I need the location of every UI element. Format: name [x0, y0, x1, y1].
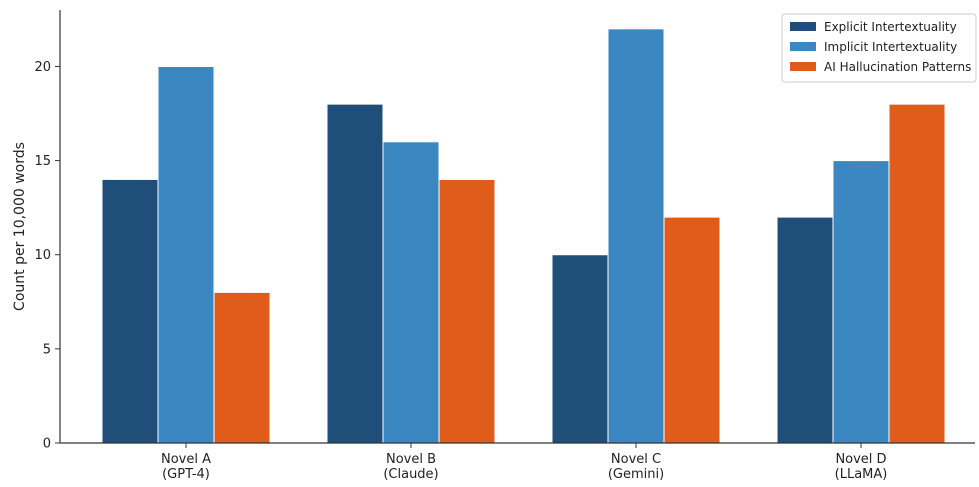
bar-1-series-3 [213, 291, 271, 444]
y-tick-label: 5 [43, 342, 51, 357]
bar-3-series-3 [663, 216, 721, 444]
y-tick-label: 15 [34, 154, 51, 169]
legend-label: Implicit Intertextuality [824, 40, 957, 54]
bar-4-series-3 [888, 103, 946, 444]
x-tick-label: Novel B (Claude) [383, 452, 438, 482]
legend: Explicit Intertextuality Implicit Interte… [781, 13, 977, 83]
bar-2-series-2 [382, 141, 440, 444]
bar-2-series-1 [326, 103, 384, 444]
legend-label: Explicit Intertextuality [824, 20, 957, 34]
bar-3-series-2 [607, 28, 665, 444]
legend-label: AI Hallucination Patterns [824, 60, 971, 74]
y-tick-label: 0 [43, 437, 51, 452]
bar-2-series-3 [438, 178, 496, 444]
y-tick-label: 20 [34, 60, 51, 75]
y-axis-label: Count per 10,000 words [12, 142, 28, 311]
bar-1-series-1 [101, 178, 159, 444]
legend-swatch [790, 62, 816, 71]
x-tick-label: Novel C (Gemini) [608, 452, 664, 482]
axes-group: Novel A (GPT-4) Novel B (Claude) Novel C (Gem… [34, 10, 975, 482]
legend-swatch [790, 22, 816, 31]
bars-group [101, 28, 946, 444]
x-tick-label: Novel D (LLaMA) [835, 452, 888, 482]
bar-4-series-1 [776, 216, 834, 444]
bar-1-series-2 [157, 65, 215, 444]
legend-box [781, 13, 977, 83]
bar-4-series-2 [832, 160, 890, 444]
y-tick-label: 10 [34, 248, 51, 263]
bar-3-series-1 [551, 254, 609, 444]
x-tick-label: Novel A (GPT-4) [161, 452, 211, 482]
legend-swatch [790, 42, 816, 51]
